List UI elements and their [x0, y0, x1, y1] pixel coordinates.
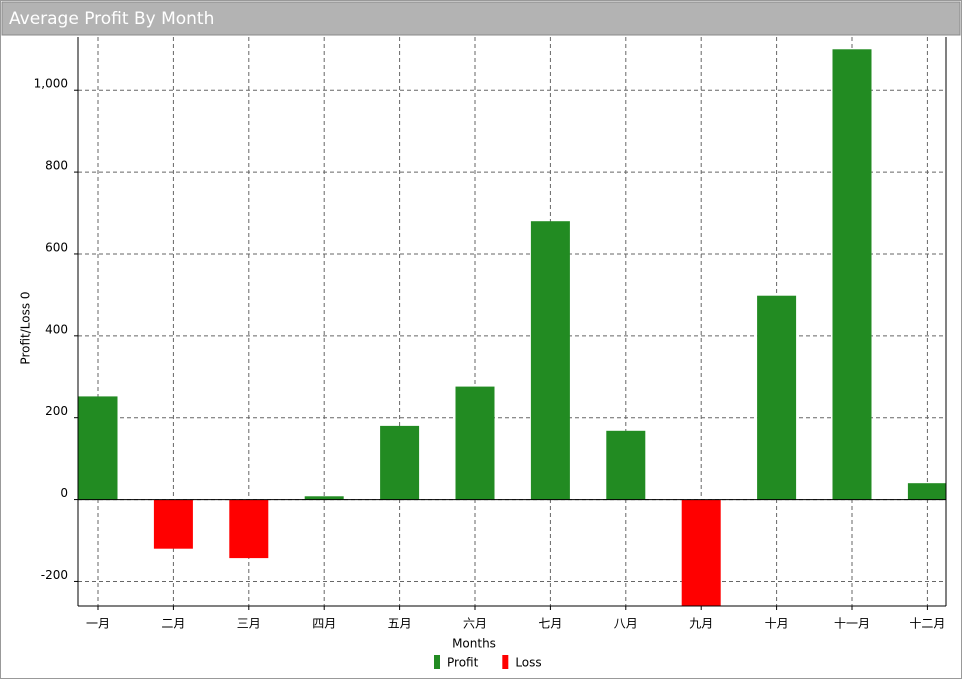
x-tick-label: 七月 — [538, 617, 562, 631]
legend-label: Profit — [447, 656, 479, 670]
y-tick-label: 600 — [45, 240, 68, 254]
bars — [78, 49, 946, 606]
bar — [78, 396, 118, 500]
title-bar — [1, 1, 961, 36]
bar — [606, 430, 646, 500]
bar — [229, 499, 269, 559]
y-tick-label: 0 — [60, 486, 68, 500]
bar — [380, 425, 420, 500]
axes: -200 0 200 400 600 800 1,000 一月 二月 三月 四月 五月 六月 七月 八月 九月… — [34, 37, 947, 670]
x-tick-label: 八月 — [614, 617, 638, 631]
x-tick-label: 九月 — [689, 617, 713, 631]
bar — [304, 496, 344, 500]
x-tick-label: 三月 — [237, 617, 261, 631]
bar — [530, 221, 570, 500]
legend-swatch — [502, 655, 509, 669]
x-tick-label: 十二月 — [909, 617, 945, 631]
y-axis-label: Profit/Loss 0 — [19, 291, 33, 364]
bar — [757, 295, 797, 500]
y-tick-label: 400 — [45, 322, 68, 336]
legend-label: Loss — [515, 656, 541, 670]
bar — [153, 499, 193, 549]
x-tick-label: 十一月 — [834, 617, 870, 631]
x-tick-label: 五月 — [388, 617, 412, 631]
bar — [907, 483, 946, 500]
bar — [455, 386, 495, 500]
x-tick-label: 六月 — [463, 617, 487, 631]
y-tick-label: 200 — [45, 404, 68, 418]
x-tick-label: 四月 — [312, 617, 336, 631]
x-tick-label: 一月 — [86, 617, 110, 631]
legend-swatch — [434, 655, 440, 669]
bar — [681, 499, 721, 606]
y-tick-label: 800 — [45, 159, 68, 173]
y-tick-label: -200 — [41, 568, 68, 582]
chart-title: Average Profit By Month — [9, 9, 214, 29]
x-tick-label: 二月 — [161, 617, 185, 631]
bar — [832, 49, 872, 500]
x-axis-label: Months — [452, 637, 496, 651]
x-tick-label: 十月 — [765, 617, 789, 631]
y-tick-label: 1,000 — [34, 77, 68, 91]
